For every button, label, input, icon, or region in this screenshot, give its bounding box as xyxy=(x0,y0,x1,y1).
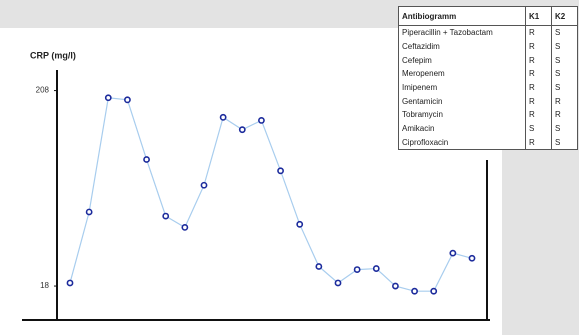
table-cell: S xyxy=(551,39,578,54)
table-row: Cefepim R S xyxy=(398,53,578,68)
table-cell: S xyxy=(551,53,578,68)
table-row: Ciprofloxacin R S xyxy=(398,135,578,151)
table-cell: Piperacillin + Tazobactam xyxy=(398,25,526,40)
table-cell: S xyxy=(551,67,578,81)
table-cell: Cefepim xyxy=(398,53,526,68)
data-point xyxy=(258,117,265,124)
table-row: Piperacillin + Tazobactam R S xyxy=(398,25,578,40)
table-cell: R xyxy=(525,25,552,40)
data-point xyxy=(181,224,189,231)
table-row: Gentamicin R R xyxy=(398,94,578,109)
data-point xyxy=(353,266,361,273)
table-cell: R xyxy=(551,108,578,122)
y-tick-label: 18 xyxy=(40,281,49,290)
data-point xyxy=(296,220,304,228)
data-point xyxy=(277,167,284,175)
data-point xyxy=(143,156,150,163)
data-point xyxy=(468,254,476,262)
table-cell: R xyxy=(525,135,552,151)
table-cell: Ciprofloxacin xyxy=(398,135,526,151)
table-cell: S xyxy=(551,121,578,136)
y-axis-label: CRP (mg/l) xyxy=(30,50,76,60)
data-point xyxy=(411,287,418,295)
table-cell: Imipenem xyxy=(398,80,526,95)
data-point xyxy=(104,94,112,102)
data-point xyxy=(372,265,380,272)
table-cell: Ceftazidim xyxy=(398,39,526,54)
data-point xyxy=(200,181,208,189)
table-cell: R xyxy=(525,67,552,81)
table-cell: Meropenem xyxy=(398,67,526,81)
header-cell: K2 xyxy=(551,6,578,26)
data-line xyxy=(69,97,473,292)
table-cell: R xyxy=(525,108,552,122)
table-cell: S xyxy=(551,80,578,95)
table-row: Tobramycin R R xyxy=(398,108,578,122)
table-row: Amikacin S S xyxy=(398,121,578,136)
table-cell: R xyxy=(525,53,552,68)
table-row: Ceftazidim R S xyxy=(398,39,578,54)
data-point xyxy=(315,263,323,270)
data-point xyxy=(66,279,74,287)
data-point xyxy=(334,279,342,287)
table-row: Meropenem R S xyxy=(398,67,578,81)
table-cell: S xyxy=(525,121,552,136)
table-cell: R xyxy=(551,94,578,109)
table-cell: Amikacin xyxy=(398,121,526,136)
table-header: Antibiogramm K1 K2 xyxy=(398,6,578,26)
table-row: Imipenem R S xyxy=(398,80,578,95)
table-cell: R xyxy=(525,94,552,109)
data-point xyxy=(449,249,457,257)
y-tick-label: 208 xyxy=(36,86,50,95)
table-cell: S xyxy=(551,135,578,151)
table-cell: Tobramycin xyxy=(398,108,526,122)
data-point xyxy=(162,212,170,220)
data-point xyxy=(238,126,246,134)
header-cell: K1 xyxy=(525,6,552,26)
data-point xyxy=(124,96,131,104)
data-point xyxy=(85,208,93,216)
header-cell: Antibiogramm xyxy=(398,6,526,26)
table-cell: Gentamicin xyxy=(398,94,526,109)
data-point xyxy=(392,282,399,290)
data-point xyxy=(430,287,438,295)
table-cell: R xyxy=(525,80,552,95)
table-cell: R xyxy=(525,39,552,54)
antibiogram-table: Antibiogramm K1 K2 Piperacillin + Tazobacta… xyxy=(398,6,578,151)
table-cell: S xyxy=(551,25,578,40)
data-point xyxy=(219,113,227,121)
